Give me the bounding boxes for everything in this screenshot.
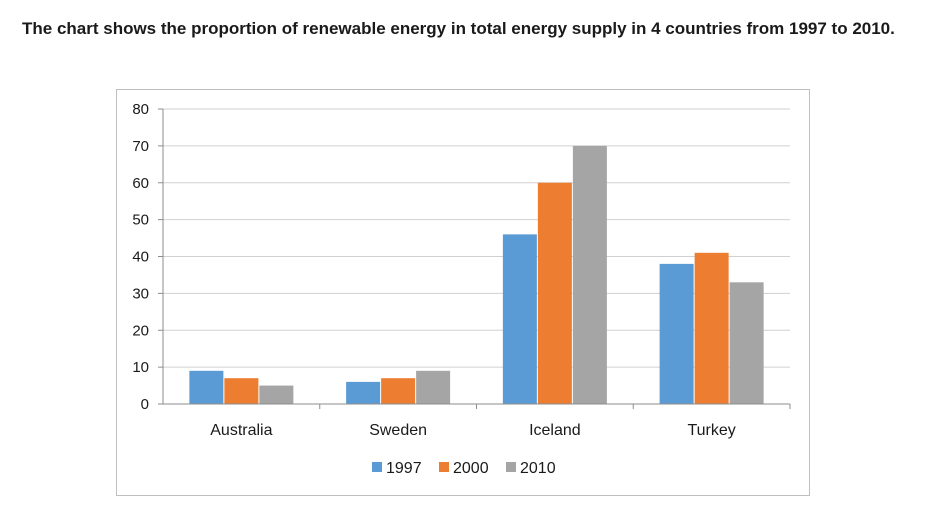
- legend: 1997 2000 2010: [372, 460, 556, 477]
- bars: [189, 145, 764, 404]
- legend-swatch: [372, 462, 382, 472]
- y-tick-label: 80: [132, 101, 149, 118]
- chart-heading: The chart shows the proportion of renewa…: [22, 19, 895, 38]
- y-tick-label: 20: [132, 322, 149, 339]
- bar-iceland-1997: [502, 234, 537, 404]
- bar-iceland-2010: [572, 145, 607, 404]
- x-tick-label: Australia: [210, 422, 272, 439]
- axes: [158, 108, 791, 409]
- y-tick-label: 70: [132, 138, 149, 155]
- legend-label: 2010: [520, 460, 556, 477]
- legend-swatch: [506, 462, 516, 472]
- x-tick-label: Turkey: [687, 422, 735, 439]
- bar-turkey-1997: [659, 263, 694, 404]
- legend-label: 1997: [386, 460, 422, 477]
- legend-swatch: [439, 462, 449, 472]
- bar-sweden-2000: [381, 378, 416, 404]
- axis-labels: 0 10 20 30 40 50 60 70 80 Australia Sweden Iceland T…: [132, 101, 735, 439]
- x-tick-label: Iceland: [529, 422, 581, 439]
- bar-australia-2010: [259, 385, 294, 404]
- y-tick-label: 60: [132, 175, 149, 192]
- y-tick-label: 40: [132, 249, 149, 266]
- legend-label: 2000: [453, 460, 489, 477]
- y-tick-label: 10: [132, 359, 149, 376]
- y-tick-label: 0: [141, 396, 149, 413]
- gridlines: [163, 108, 790, 368]
- bar-turkey-2000: [694, 252, 729, 404]
- bar-australia-1997: [189, 370, 224, 404]
- bar-turkey-2010: [729, 282, 764, 404]
- y-tick-label: 50: [132, 212, 149, 229]
- chart-frame: [116, 89, 810, 496]
- bar-sweden-2010: [416, 370, 451, 404]
- bar-sweden-1997: [346, 381, 381, 404]
- bar-australia-2000: [224, 378, 259, 404]
- y-tick-label: 30: [132, 285, 149, 302]
- x-tick-label: Sweden: [369, 422, 427, 439]
- bar-iceland-2000: [537, 182, 572, 404]
